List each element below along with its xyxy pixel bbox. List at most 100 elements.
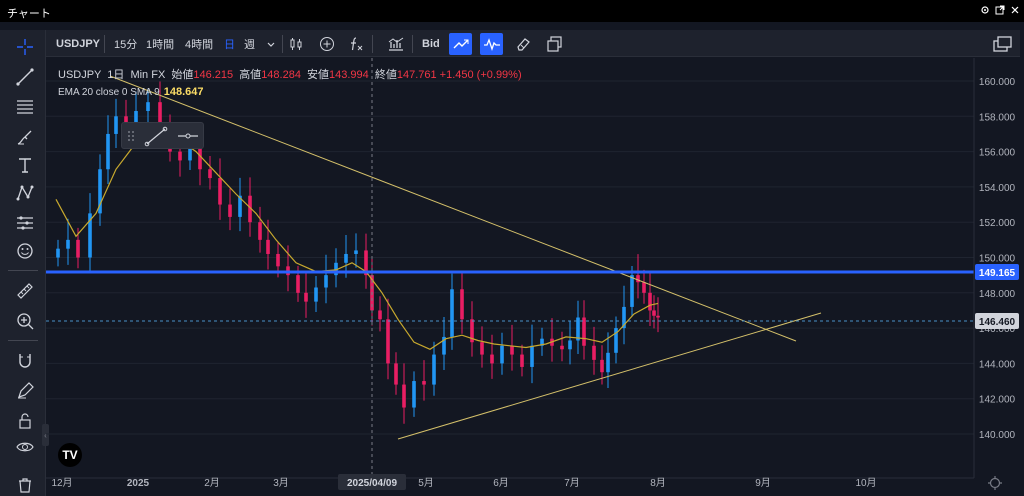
candle-up <box>576 317 580 341</box>
popout-icon[interactable] <box>994 3 1005 16</box>
candle-down <box>642 282 646 293</box>
price-tick-label: 144.000 <box>979 359 1016 370</box>
candle-up <box>188 148 192 161</box>
fib-lines-icon[interactable] <box>14 96 36 118</box>
lock-pencil-icon[interactable] <box>14 380 36 402</box>
candle-up <box>98 169 102 214</box>
candle-down <box>480 342 484 355</box>
windows-icon <box>993 36 1012 52</box>
symbol-search-button[interactable]: USDJPY <box>56 38 101 50</box>
interval-15m[interactable]: 15分 <box>114 39 138 51</box>
price-tick-label: 154.000 <box>979 183 1016 194</box>
indicators-button[interactable] <box>344 33 367 55</box>
legend-close-label: 終値 <box>374 69 397 81</box>
legend-open-value: 146.215 <box>193 69 234 81</box>
candle-up <box>88 213 92 258</box>
candle-up <box>314 287 318 302</box>
chart-grid <box>46 80 974 435</box>
legend-symbol[interactable]: USDJPY <box>58 69 102 81</box>
legend-open-label: 始値 <box>171 69 194 81</box>
text-tool-icon[interactable] <box>14 154 36 176</box>
ema-indicator-legend[interactable]: EMA 20 close 0 SMA 9 148.647 <box>58 86 203 98</box>
pulse-button[interactable] <box>480 33 503 55</box>
hline-price-badge <box>975 264 1019 280</box>
candle-type-button[interactable] <box>284 33 307 55</box>
candle-down <box>218 178 222 205</box>
unlock-icon[interactable] <box>14 410 36 432</box>
candle-down <box>198 148 202 170</box>
candle-down <box>490 354 494 364</box>
interval-week[interactable]: 週 <box>244 39 255 51</box>
price-chart[interactable]: 160.000 158.000 156.000 154.000 152.000 150.0… <box>46 58 1020 496</box>
ruler-icon[interactable] <box>14 280 36 302</box>
zoom-in-icon[interactable] <box>14 310 36 332</box>
interval-day[interactable]: 日 <box>224 39 235 51</box>
candle-down <box>178 151 182 161</box>
lower-trendline[interactable] <box>397 312 822 440</box>
time-axis[interactable]: 12月 2025 2月 3月 2025/04/09 5月 6月 7月 8月 9月 10月 <box>51 474 877 490</box>
upper-trendline[interactable] <box>109 75 797 342</box>
candle-up <box>354 250 358 254</box>
candle-up <box>500 345 504 364</box>
time-tick-label: 3月 <box>273 477 289 489</box>
eye-icon[interactable] <box>14 436 36 458</box>
ema-value: 148.647 <box>163 86 204 98</box>
drag-handle-icon[interactable] <box>128 131 134 141</box>
price-axis[interactable]: 160.000 158.000 156.000 154.000 152.000 150.0… <box>979 77 1016 441</box>
clear-drawings-button[interactable] <box>512 33 535 55</box>
emoji-icon[interactable] <box>14 240 36 262</box>
candle-down <box>248 195 252 223</box>
trend-line-icon[interactable] <box>14 66 36 88</box>
candle-down <box>364 250 368 276</box>
trash-icon[interactable] <box>14 474 36 496</box>
candle-down <box>124 116 128 126</box>
collapse-sidebar-button[interactable]: ‹ <box>42 424 49 446</box>
candle-down <box>276 253 280 267</box>
price-tick-label: 140.000 <box>979 430 1016 441</box>
legend-interval: 1日 <box>107 69 125 81</box>
compare-button[interactable] <box>315 33 338 55</box>
layout-button[interactable] <box>543 33 566 55</box>
time-tick-label: 9月 <box>755 477 771 489</box>
interval-4h[interactable]: 4時間 <box>185 39 214 51</box>
candle-up <box>412 381 416 408</box>
bid-button[interactable]: Bid <box>422 38 440 50</box>
time-tick-label: 8月 <box>650 477 666 489</box>
interval-1h[interactable]: 1時間 <box>146 39 175 51</box>
line-width-icon[interactable] <box>178 133 198 139</box>
crosshair-icon[interactable] <box>14 36 36 58</box>
candle-up <box>146 102 150 112</box>
candle-up <box>238 195 242 217</box>
price-tick-label: 148.000 <box>979 289 1016 300</box>
line-style-icon[interactable] <box>144 126 168 147</box>
last-price-label: 146.460 <box>979 317 1016 328</box>
candle-up <box>324 275 328 288</box>
candle-down <box>158 102 162 126</box>
candle-down <box>592 345 596 360</box>
pattern-icon[interactable] <box>14 182 36 204</box>
candle-up <box>622 306 626 329</box>
price-tick-label: 156.000 <box>979 148 1016 159</box>
chart-settings-icon[interactable] <box>988 476 1002 490</box>
ema-line <box>55 122 659 350</box>
candle-down <box>520 354 524 367</box>
legend-change: +1.450 (+0.99%) <box>439 69 522 81</box>
templates-button[interactable] <box>384 33 407 55</box>
ema-label: EMA 20 close 0 SMA 9 <box>58 87 160 98</box>
drawing-tools-sidebar <box>0 30 46 496</box>
time-tick-label: 5月 <box>418 477 434 489</box>
close-icon[interactable] <box>1009 3 1020 16</box>
price-tick-label: 152.000 <box>979 218 1016 229</box>
floating-drawing-toolbar <box>121 122 204 149</box>
magnet-icon[interactable] <box>14 350 36 372</box>
candle-down <box>656 315 660 318</box>
multi-layout-button[interactable] <box>990 33 1016 55</box>
candle-down <box>510 345 514 355</box>
candle-up <box>630 275 634 307</box>
settings-icon[interactable] <box>979 3 990 16</box>
interval-dropdown[interactable] <box>266 34 276 54</box>
auto-trendline-button[interactable] <box>449 33 472 55</box>
forecast-icon[interactable] <box>14 212 36 234</box>
time-tick-label: 2月 <box>204 477 220 489</box>
brush-icon[interactable] <box>14 126 36 148</box>
